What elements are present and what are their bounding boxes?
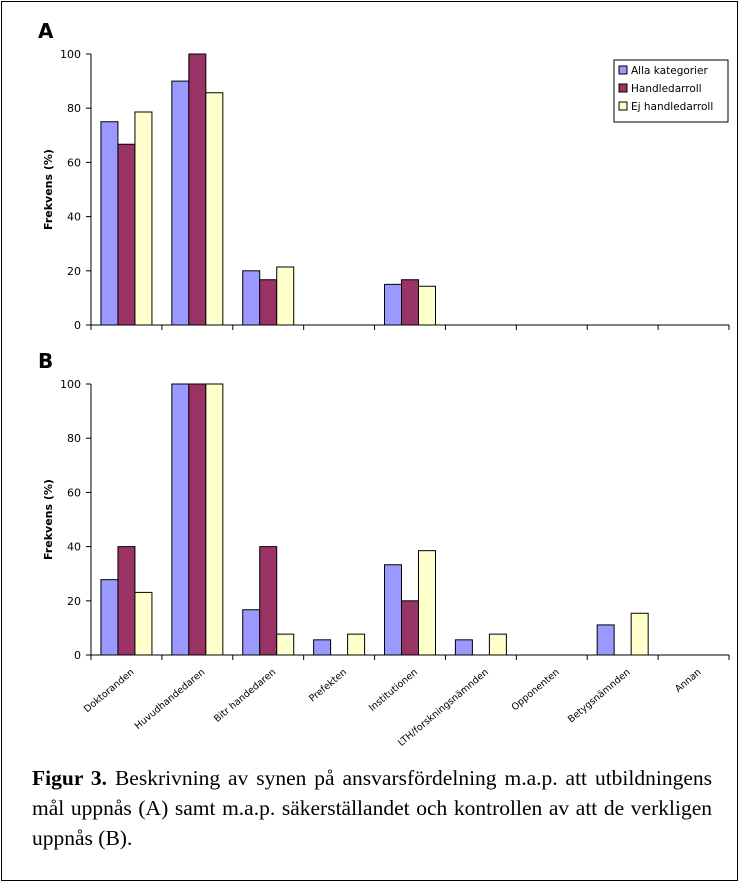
x-tick-label: Institutionen	[367, 667, 420, 714]
bar	[100, 121, 119, 326]
bar	[205, 383, 224, 656]
bar	[454, 639, 473, 656]
bar	[134, 111, 153, 326]
bar	[242, 609, 261, 656]
x-tick-label: Opponenten	[510, 667, 562, 713]
legend-swatch	[618, 65, 628, 75]
y-tick-label: 40	[67, 541, 81, 554]
bar	[259, 546, 278, 656]
x-tick-label: Bitr handedaren	[212, 667, 278, 725]
bar	[347, 633, 366, 656]
y-tick-label: 0	[74, 319, 81, 332]
x-tick-label: Prefekten	[307, 667, 349, 705]
x-tick-label: Huvudhandedaren	[133, 667, 207, 732]
x-tick-label: Betygsnämnden	[566, 667, 633, 725]
panel-label-a: A	[38, 19, 54, 43]
y-tick-label: 100	[60, 378, 81, 391]
legend-label: Alla kategorier	[631, 65, 708, 77]
bar	[188, 383, 207, 656]
bar	[117, 143, 136, 326]
bar	[418, 285, 436, 326]
y-axis-label: Frekvens (%)	[42, 149, 55, 230]
panel-label-b: B	[38, 349, 53, 373]
y-tick-label: 40	[67, 211, 81, 224]
x-tick-label: Doktoranden	[82, 667, 136, 715]
figure-caption: Figur 3. Beskrivning av synen på ansvars…	[32, 763, 712, 853]
y-tick-label: 60	[67, 486, 81, 499]
caption-label: Figur 3.	[32, 766, 108, 790]
bar	[205, 92, 224, 326]
y-tick-label: 0	[74, 649, 81, 662]
legend-swatch	[618, 101, 628, 111]
legend-label: Ej handledarroll	[631, 101, 713, 113]
y-tick-label: 20	[67, 265, 81, 278]
y-tick-label: 80	[67, 102, 81, 115]
y-tick-label: 100	[60, 48, 81, 61]
bar	[418, 550, 436, 656]
bar	[488, 633, 507, 656]
bar	[313, 639, 332, 656]
bar	[384, 283, 402, 326]
legend-swatch	[618, 83, 628, 93]
y-tick-label: 80	[67, 432, 81, 445]
bar	[384, 564, 402, 656]
y-tick-label: 60	[67, 156, 81, 169]
bar	[259, 279, 278, 326]
y-axis-label: Frekvens (%)	[42, 479, 55, 560]
bar	[171, 80, 190, 326]
bar	[242, 270, 261, 326]
bar	[630, 612, 649, 656]
legend-label: Handledarroll	[631, 83, 702, 95]
bar	[401, 600, 419, 656]
bar	[401, 279, 419, 326]
bar	[117, 546, 136, 656]
y-tick-label: 20	[67, 595, 81, 608]
bar	[100, 579, 119, 656]
bar	[171, 383, 190, 656]
legend-box	[613, 59, 729, 123]
bar	[276, 633, 295, 656]
bar	[276, 266, 295, 326]
caption-text: Beskrivning av synen på ansvarsfördelnin…	[32, 766, 713, 850]
x-tick-label: Annan	[673, 667, 703, 695]
bar	[134, 591, 153, 656]
bar	[188, 53, 207, 326]
bar	[596, 624, 615, 656]
